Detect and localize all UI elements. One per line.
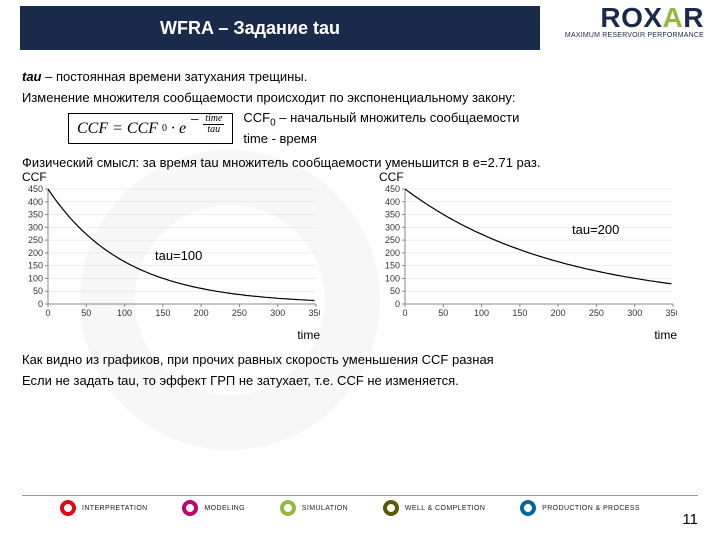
footer-dot-icon: [182, 500, 198, 516]
formula-rhs-ccf: CCF: [127, 118, 158, 140]
svg-text:100: 100: [28, 274, 43, 284]
svg-text:0: 0: [45, 308, 50, 318]
brand-logo: ROXAR MAXIMUM RESERVOIR PERFORMANCE: [565, 4, 704, 39]
svg-text:50: 50: [390, 287, 400, 297]
footer-item: MODELING: [182, 500, 245, 516]
svg-text:350: 350: [385, 210, 400, 220]
para-1: tau – постоянная времени затухания трещи…: [22, 68, 698, 86]
svg-text:200: 200: [551, 308, 566, 318]
footer-items: INTERPRETATION MODELING SIMULATION WELL & C…: [60, 500, 640, 516]
charts-area: CCF 050100150200250300350400450050100150…: [22, 177, 698, 347]
chart-right-xlabel: time: [654, 327, 677, 343]
formula-fraction: time tau: [203, 114, 224, 135]
footer-divider: [22, 495, 698, 496]
svg-text:50: 50: [81, 308, 91, 318]
header: WFRA – Задание tau ROXAR MAXIMUM RESERVO…: [0, 0, 720, 60]
svg-text:150: 150: [28, 261, 43, 271]
footer-dot-icon: [280, 500, 296, 516]
svg-text:250: 250: [28, 235, 43, 245]
svg-text:350: 350: [665, 308, 677, 318]
footer-item-label: PRODUCTION & PROCESS: [542, 505, 640, 512]
svg-text:400: 400: [28, 197, 43, 207]
time-desc: time - время: [243, 130, 519, 148]
para-3: Физический смысл: за время tau множитель…: [22, 154, 698, 172]
svg-text:0: 0: [402, 308, 407, 318]
footer-item-label: SIMULATION: [302, 505, 348, 512]
formula-frac-den: tau: [205, 125, 222, 135]
svg-text:0: 0: [395, 299, 400, 309]
svg-text:0: 0: [38, 299, 43, 309]
svg-text:100: 100: [117, 308, 132, 318]
chart-right: CCF 050100150200250300350400450050100150…: [377, 177, 697, 337]
svg-text:400: 400: [385, 197, 400, 207]
logo-part-1: ROX: [600, 2, 662, 33]
chart-left-ylabel: CCF: [22, 169, 47, 185]
svg-text:450: 450: [385, 185, 400, 194]
footer-item: WELL & COMPLETION: [383, 500, 485, 516]
svg-text:200: 200: [28, 248, 43, 258]
formula-dot: ·: [171, 118, 175, 140]
svg-text:250: 250: [589, 308, 604, 318]
chart-left-tau-label: tau=100: [155, 247, 202, 265]
svg-text:50: 50: [33, 287, 43, 297]
svg-text:300: 300: [270, 308, 285, 318]
svg-text:50: 50: [438, 308, 448, 318]
content: tau – постоянная времени затухания трещи…: [0, 60, 720, 389]
tau-term: tau: [22, 69, 42, 84]
footer-item-label: MODELING: [204, 505, 245, 512]
svg-text:350: 350: [308, 308, 320, 318]
svg-text:200: 200: [385, 248, 400, 258]
chart-right-ylabel: CCF: [379, 169, 404, 185]
page-number: 11: [682, 511, 698, 528]
svg-text:300: 300: [28, 223, 43, 233]
logo-part-3: R: [683, 2, 704, 33]
footer-item-label: WELL & COMPLETION: [405, 505, 485, 512]
chart-left: CCF 050100150200250300350400450050100150…: [20, 177, 340, 337]
formula-sub0: 0: [162, 122, 167, 136]
formula-side: CCF0 – начальный множитель сообщаемости …: [243, 109, 519, 148]
ccf0-label: CCF: [243, 110, 270, 125]
footer: INTERPRETATION MODELING SIMULATION WELL & C…: [0, 492, 720, 532]
footer-item: INTERPRETATION: [60, 500, 148, 516]
footer-dot-icon: [60, 500, 76, 516]
footer-item-label: INTERPRETATION: [82, 505, 148, 512]
svg-text:150: 150: [155, 308, 170, 318]
svg-text:150: 150: [512, 308, 527, 318]
svg-text:100: 100: [474, 308, 489, 318]
footer-dot-icon: [520, 500, 536, 516]
formula-row: CCF = CCF0 · e − time tau CCF0 – начальн…: [22, 109, 698, 148]
chart-left-xlabel: time: [297, 327, 320, 343]
formula-box: CCF = CCF0 · e − time tau: [68, 113, 233, 145]
svg-text:150: 150: [385, 261, 400, 271]
svg-text:300: 300: [627, 308, 642, 318]
chart-right-svg: 0 50 100 150 200 250 300 350 400 450 0 50 100 150 200 2…: [377, 185, 677, 320]
footer-item: PRODUCTION & PROCESS: [520, 500, 640, 516]
svg-text:450: 450: [28, 185, 43, 194]
logo-part-accent: A: [663, 2, 684, 33]
formula-eq: =: [112, 118, 123, 140]
svg-text:350: 350: [28, 210, 43, 220]
svg-text:250: 250: [232, 308, 247, 318]
footer-dot-icon: [383, 500, 399, 516]
ccf0-desc: – начальный множитель сообщаемости: [276, 110, 520, 125]
formula-e: e: [179, 118, 186, 140]
chart-right-tau-label: tau=200: [572, 221, 619, 239]
logo-tagline: MAXIMUM RESERVOIR PERFORMANCE: [565, 32, 704, 39]
para-4b: Если не задать tau, то эффект ГРП не зат…: [22, 372, 698, 390]
svg-text:250: 250: [385, 235, 400, 245]
svg-text:100: 100: [385, 274, 400, 284]
para-4a: Как видно из графиков, при прочих равных…: [22, 351, 698, 369]
formula-lhs: CCF: [77, 118, 108, 140]
page-title: WFRA – Задание tau: [20, 6, 540, 50]
para-2: Изменение множителя сообщаемости происхо…: [22, 89, 698, 107]
footer-item: SIMULATION: [280, 500, 348, 516]
tau-def: – постоянная времени затухания трещины.: [42, 69, 308, 84]
svg-text:300: 300: [385, 223, 400, 233]
svg-text:200: 200: [194, 308, 209, 318]
